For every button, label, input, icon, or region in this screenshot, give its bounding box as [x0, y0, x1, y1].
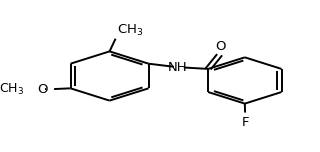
Text: NH: NH	[168, 61, 188, 74]
Text: CH$_3$: CH$_3$	[0, 81, 25, 97]
Text: CH$_3$: CH$_3$	[117, 23, 143, 38]
Text: O: O	[216, 40, 226, 53]
Text: O: O	[37, 83, 47, 96]
Text: F: F	[241, 116, 249, 129]
